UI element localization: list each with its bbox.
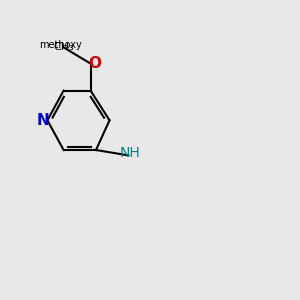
Text: methoxy: methoxy xyxy=(40,40,82,50)
Text: N: N xyxy=(37,113,50,128)
Text: CH₃: CH₃ xyxy=(53,42,74,52)
Text: NH: NH xyxy=(119,146,140,160)
Text: O: O xyxy=(88,56,101,71)
